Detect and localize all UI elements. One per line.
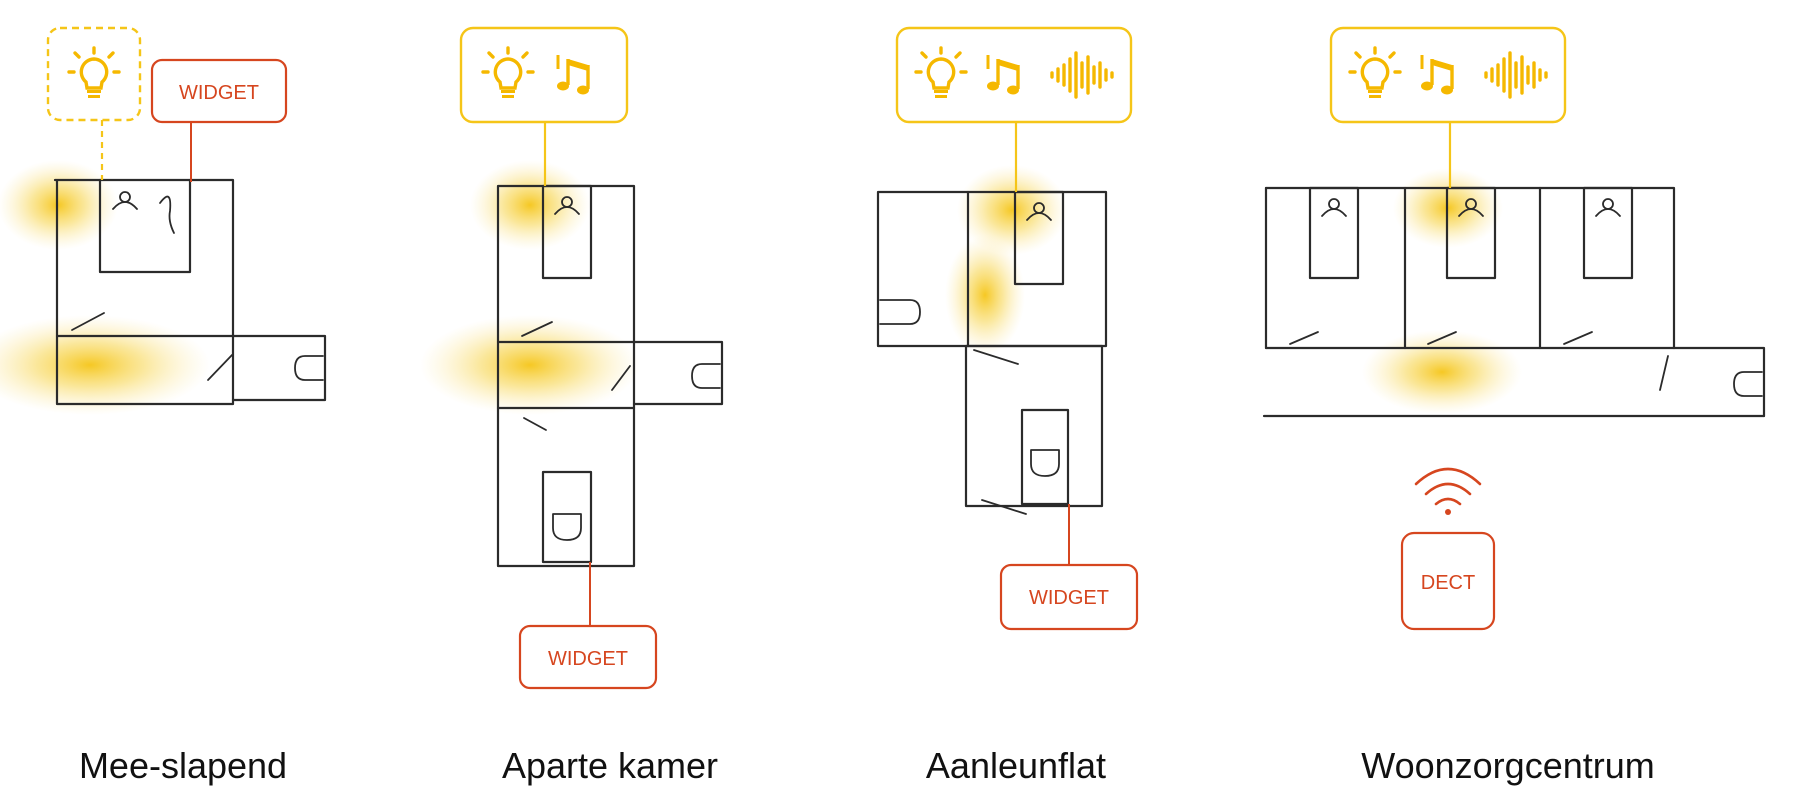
light-control-box[interactable]	[46, 26, 142, 122]
light-glow	[470, 160, 590, 250]
floorplan	[1262, 186, 1766, 418]
dect-label: DECT	[1421, 572, 1475, 594]
scenario-mee-slapend: WIDGET Mee-slapend	[0, 26, 327, 786]
control-box[interactable]	[459, 26, 629, 124]
scenario-caption: Aanleunflat	[926, 745, 1106, 786]
floorplan	[876, 190, 1108, 515]
light-glow	[0, 315, 210, 415]
widget-box[interactable]	[150, 58, 288, 124]
widget-label: WIDGET	[548, 648, 628, 670]
scenario-caption: Mee-slapend	[79, 745, 287, 786]
floorplan	[496, 184, 724, 568]
wifi-icon	[1414, 467, 1482, 515]
light-glow	[1362, 330, 1522, 414]
scenario-caption: Aparte kamer	[502, 745, 718, 786]
scenario-caption: Woonzorgcentrum	[1361, 745, 1654, 786]
control-box[interactable]	[895, 26, 1133, 124]
light-glow	[420, 315, 640, 415]
scenario-aparte-kamer: WIDGET Aparte kamer	[420, 26, 724, 786]
widget-box[interactable]	[518, 624, 658, 690]
floorplan	[53, 178, 327, 406]
dect-box[interactable]	[1400, 531, 1496, 631]
light-glow	[945, 235, 1025, 355]
scenario-aanleunflat: WIDGET Aanleunflat	[876, 26, 1139, 786]
widget-label: WIDGET	[179, 82, 259, 104]
light-glow	[0, 160, 118, 250]
widget-label: WIDGET	[1029, 587, 1109, 609]
scenario-woonzorgcentrum: DECT Woonzorgcentrum	[1262, 26, 1766, 786]
light-glow	[957, 165, 1067, 255]
control-box[interactable]	[1329, 26, 1567, 124]
